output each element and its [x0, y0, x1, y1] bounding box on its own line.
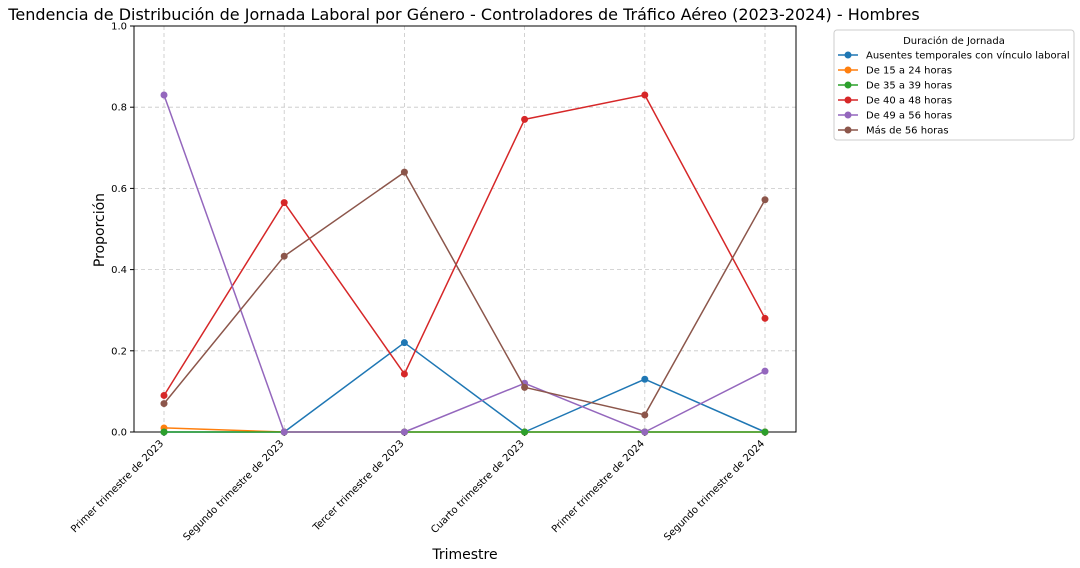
y-tick-label: 0.0: [111, 428, 127, 439]
x-axis-title: Trimestre: [431, 547, 497, 563]
data-point: [400, 428, 408, 436]
x-tick-label: Segundo trimestre de 2023: [181, 438, 286, 543]
legend-box: [833, 29, 1075, 141]
y-tick-label: 1.0: [111, 22, 127, 33]
legend-swatch-marker: [844, 96, 852, 104]
x-tick-label: Primer trimestre de 2024: [550, 438, 647, 535]
legend-entry: De 35 a 39 horas: [838, 81, 952, 92]
series-line: [163, 94, 766, 396]
data-point: [160, 91, 168, 99]
legend: Duración de Jornada Ausentes temporales …: [833, 29, 1075, 141]
series-2: [160, 424, 769, 436]
legend-swatch-marker: [844, 51, 852, 59]
y-tick-label: 0.4: [111, 265, 127, 276]
data-point: [641, 428, 649, 436]
x-tick-label: Primer trimestre de 2023: [69, 438, 166, 535]
data-point: [400, 370, 408, 378]
legend-label: De 15 a 24 horas: [866, 66, 952, 77]
series-lines: [160, 91, 769, 436]
data-point: [400, 339, 408, 347]
data-point: [160, 428, 168, 436]
plot-area-frame: [133, 25, 797, 433]
x-tick-label: Tercer trimestre de 2023: [311, 438, 407, 534]
grid: [134, 25, 796, 433]
data-point: [280, 252, 288, 260]
y-tick-label: 0.6: [111, 184, 127, 195]
legend-entry: De 49 a 56 horas: [838, 111, 952, 122]
legend-swatch-marker: [844, 111, 852, 119]
series-line: [163, 171, 766, 416]
data-point: [160, 400, 168, 408]
data-point: [400, 168, 408, 176]
series-5: [160, 91, 769, 436]
data-point: [761, 367, 769, 375]
legend-entry: De 15 a 24 horas: [838, 66, 952, 77]
series-line: [163, 94, 766, 433]
data-point: [160, 391, 168, 399]
legend-entry: De 40 a 48 horas: [838, 96, 952, 107]
legend-entry: Ausentes temporales con vínculo laboral: [838, 50, 1070, 62]
legend-label: De 49 a 56 horas: [866, 111, 952, 122]
data-point: [280, 428, 288, 436]
series-3: [160, 428, 769, 436]
y-axis-title: Proporción: [92, 193, 108, 267]
data-point: [641, 91, 649, 99]
legend-label: De 40 a 48 horas: [866, 96, 952, 107]
legend-label: Ausentes temporales con vínculo laboral: [866, 50, 1070, 62]
x-tick-label: Segundo trimestre de 2024: [662, 438, 767, 543]
y-tick-label: 0.2: [111, 346, 127, 357]
legend-swatch-marker: [844, 126, 852, 134]
legend-swatch-marker: [844, 81, 852, 89]
x-tick-label: Cuarto trimestre de 2023: [429, 438, 527, 536]
series-6: [160, 168, 769, 419]
data-point: [280, 199, 288, 207]
series-4: [160, 91, 769, 399]
series-line: [164, 341, 766, 433]
chart-title: Tendencia de Distribución de Jornada Lab…: [7, 5, 919, 24]
data-point: [641, 411, 649, 419]
y-tick-label: 0.8: [111, 103, 127, 114]
data-point: [641, 375, 649, 383]
data-point: [761, 428, 769, 436]
legend-label: Más de 56 horas: [866, 125, 949, 137]
data-point: [521, 428, 529, 436]
legend-label: De 35 a 39 horas: [866, 81, 952, 92]
axis-ticks: 0.0 0.2 0.4 0.6 0.8 1.0 Primer trimestre de 20…: [69, 22, 767, 544]
data-point: [761, 314, 769, 322]
legend-swatch-marker: [844, 66, 852, 74]
data-point: [521, 383, 529, 391]
data-point: [761, 196, 769, 204]
legend-entry: Más de 56 horas: [838, 125, 949, 137]
data-point: [521, 115, 529, 123]
legend-title: Duración de Jornada: [903, 35, 1005, 47]
series-1: [160, 339, 769, 436]
